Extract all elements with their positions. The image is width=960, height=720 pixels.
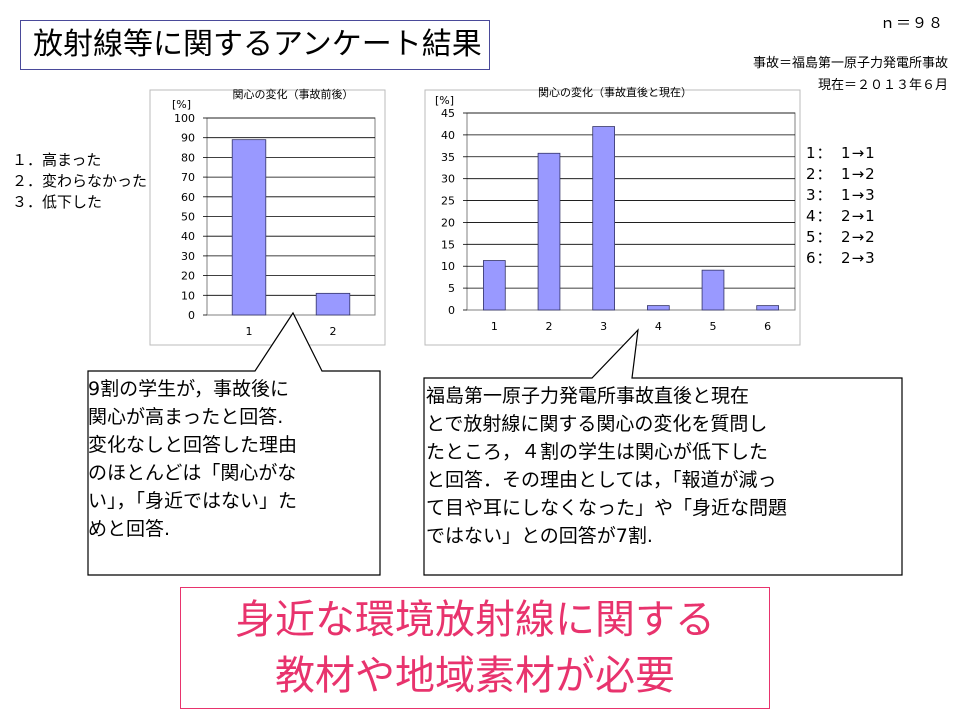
left-callout-text: 9割の学生が，事故後に 関心が高まったと回答. 変化なしと回答した理由 のほとん… <box>88 375 378 543</box>
y-tick-label: 0 <box>188 309 195 322</box>
x-tick-label: 1 <box>246 325 253 338</box>
callout-line: 変化なしと回答した理由 <box>88 434 298 456</box>
left-chart-legend: １．高まった ２．変わらなかった ３．低下した <box>12 150 147 213</box>
legend-item: １．高まった <box>12 151 102 169</box>
bar <box>592 126 616 311</box>
y-tick-label: 10 <box>441 260 455 273</box>
bar <box>482 260 506 311</box>
left-bar-chart: 関心の変化（事故前後） [%] 0 10 20 30 40 50 60 70 80 90 100 1 2 <box>172 87 376 338</box>
y-tick-label: 45 <box>441 107 455 120</box>
right-callout-text: 福島第一原子力発電所事故直後と現在 とで放射線に関する関心の変化を質問し たとこ… <box>426 382 902 550</box>
chart-title: 関心の変化（事故前後） <box>233 87 354 101</box>
y-tick-label: 70 <box>181 171 195 184</box>
plot-area <box>466 112 796 311</box>
callout-line: と回答．その理由としては，「報道が減っ <box>426 469 777 491</box>
y-unit-label: [%] <box>435 94 454 107</box>
legend-item: 3： 1→3 <box>806 186 876 204</box>
sample-size-label: ｎ＝９８ <box>880 14 945 32</box>
legend-item: 5： 2→2 <box>806 228 876 246</box>
y-tick-label: 30 <box>181 250 195 263</box>
legend-item: 4： 2→1 <box>806 207 876 225</box>
y-tick-label: 100 <box>174 112 195 125</box>
y-tick-label: 80 <box>181 151 195 164</box>
x-tick-label: 5 <box>710 320 717 333</box>
y-tick-label: 40 <box>441 129 455 142</box>
bar <box>231 139 267 316</box>
chart-title: 関心の変化（事故直後と現在） <box>538 85 692 99</box>
legend-item: 1： 1→1 <box>806 144 876 162</box>
x-tick-label: 3 <box>600 320 607 333</box>
x-tick-label: 2 <box>546 320 553 333</box>
right-chart-legend: 1： 1→1 2： 1→2 3： 1→3 4： 2→1 5： 2→2 6： 2→… <box>806 143 876 269</box>
callout-line: とで放射線に関する関心の変化を質問し <box>426 413 768 435</box>
callout-line: ではない」との回答が7割. <box>426 525 653 547</box>
bar <box>537 152 561 311</box>
y-unit-label: [%] <box>172 98 191 111</box>
y-tick-label: 50 <box>181 211 195 224</box>
callout-line: て目や耳にしなくなった」や「身近な問題 <box>426 497 788 519</box>
x-tick-label: 6 <box>764 320 771 333</box>
bar <box>756 305 780 311</box>
callout-line: たところ，４割の学生は関心が低下した <box>426 441 769 463</box>
x-tick-label: 2 <box>330 325 337 338</box>
y-tick-label: 30 <box>441 173 455 186</box>
y-tick-label: 0 <box>448 304 455 317</box>
legend-item: ３．低下した <box>12 193 103 211</box>
y-tick-label: 25 <box>441 195 455 208</box>
y-tick-label: 35 <box>441 151 455 164</box>
bar <box>647 305 670 311</box>
bar <box>701 269 725 311</box>
y-tick-label: 20 <box>181 270 195 283</box>
legend-item: 2： 1→2 <box>806 165 876 183</box>
y-tick-label: 5 <box>448 282 455 295</box>
y-tick-label: 40 <box>181 230 195 243</box>
y-tick-label: 60 <box>181 191 195 204</box>
callout-line: い」，「身近ではない」た <box>88 490 298 512</box>
bar <box>315 292 351 316</box>
accident-definition: 事故＝福島第一原子力発電所事故 <box>752 56 948 71</box>
callout-line: めと回答. <box>88 518 171 540</box>
y-tick-label: 90 <box>181 132 195 145</box>
left-callout-bubble <box>87 311 381 576</box>
right-callout-bubble <box>423 328 903 576</box>
callout-line: 関心が高まったと回答. <box>88 406 284 428</box>
current-definition: 現在＝２０１３年６月 <box>817 78 948 93</box>
conclusion-box: 身近な環境放射線に関する 教材や地域素材が必要 <box>180 587 770 709</box>
conclusion-line: 身近な環境放射線に関する <box>235 597 715 643</box>
callout-line: 9割の学生が，事故後に <box>88 378 289 400</box>
legend-item: ２．変わらなかった <box>12 172 148 190</box>
x-tick-label: 4 <box>655 320 662 333</box>
conclusion-line: 教材や地域素材が必要 <box>275 653 675 699</box>
page-title: 放射線等に関するアンケート結果 <box>20 20 490 70</box>
y-tick-label: 20 <box>441 216 455 229</box>
callout-line: のほとんどは「関心がな <box>88 462 297 484</box>
legend-item: 6： 2→3 <box>806 249 876 267</box>
x-tick-label: 1 <box>491 320 498 333</box>
callout-line: 福島第一原子力発電所事故直後と現在 <box>426 385 750 407</box>
y-tick-label: 15 <box>441 238 455 251</box>
y-tick-label: 10 <box>181 289 195 302</box>
